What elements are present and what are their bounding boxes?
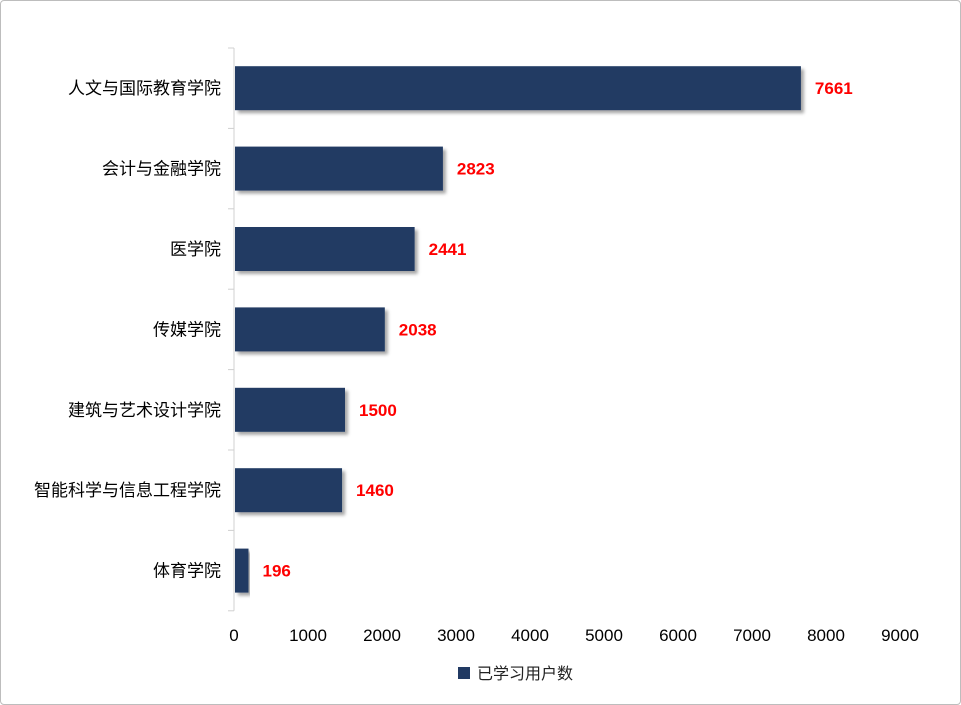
bar [235,227,415,271]
bar [235,66,801,111]
x-tick-label: 8000 [807,626,845,645]
axis-layer: 0 1000 2000 3000 4000 5000 6000 7000 8000 9000 [228,47,919,645]
data-label: 2038 [399,320,437,339]
category-label: 医学院 [170,240,221,260]
x-tick-label: 9000 [881,626,919,645]
bar-layer [235,66,801,593]
category-label: 会计与金融学院 [102,160,221,180]
legend-swatch [458,667,470,679]
x-tick-label: 7000 [733,626,771,645]
bar [235,468,343,513]
data-label: 1500 [359,401,397,420]
legend: 已学习用户数 [458,664,573,683]
x-tick-label: 1000 [289,626,327,645]
data-label: 2441 [429,240,467,259]
category-label: 建筑与艺术设计学院 [68,401,221,421]
x-tick-label: 0 [229,626,238,645]
bar [235,387,345,432]
bar [235,548,249,593]
category-label: 智能科学与信息工程学院 [34,481,221,501]
data-label: 196 [263,562,291,581]
category-label: 传媒学院 [153,320,221,340]
label-layer: 人文与国际教育学院 7661 会计与金融学院 2823 医学院 2441 传媒学院 2038 建… [34,79,853,581]
bar [235,146,443,191]
x-tick-label: 3000 [437,626,475,645]
x-tick-label: 6000 [659,626,697,645]
data-label: 7661 [815,79,853,98]
x-tick-label: 4000 [511,626,549,645]
data-label: 2823 [457,160,495,179]
legend-label: 已学习用户数 [477,664,573,683]
category-label: 人文与国际教育学院 [68,79,221,99]
data-label: 1460 [356,481,394,500]
category-label: 体育学院 [153,562,221,582]
x-tick-label: 5000 [585,626,623,645]
x-tick-label: 2000 [363,626,401,645]
bar [235,307,385,352]
